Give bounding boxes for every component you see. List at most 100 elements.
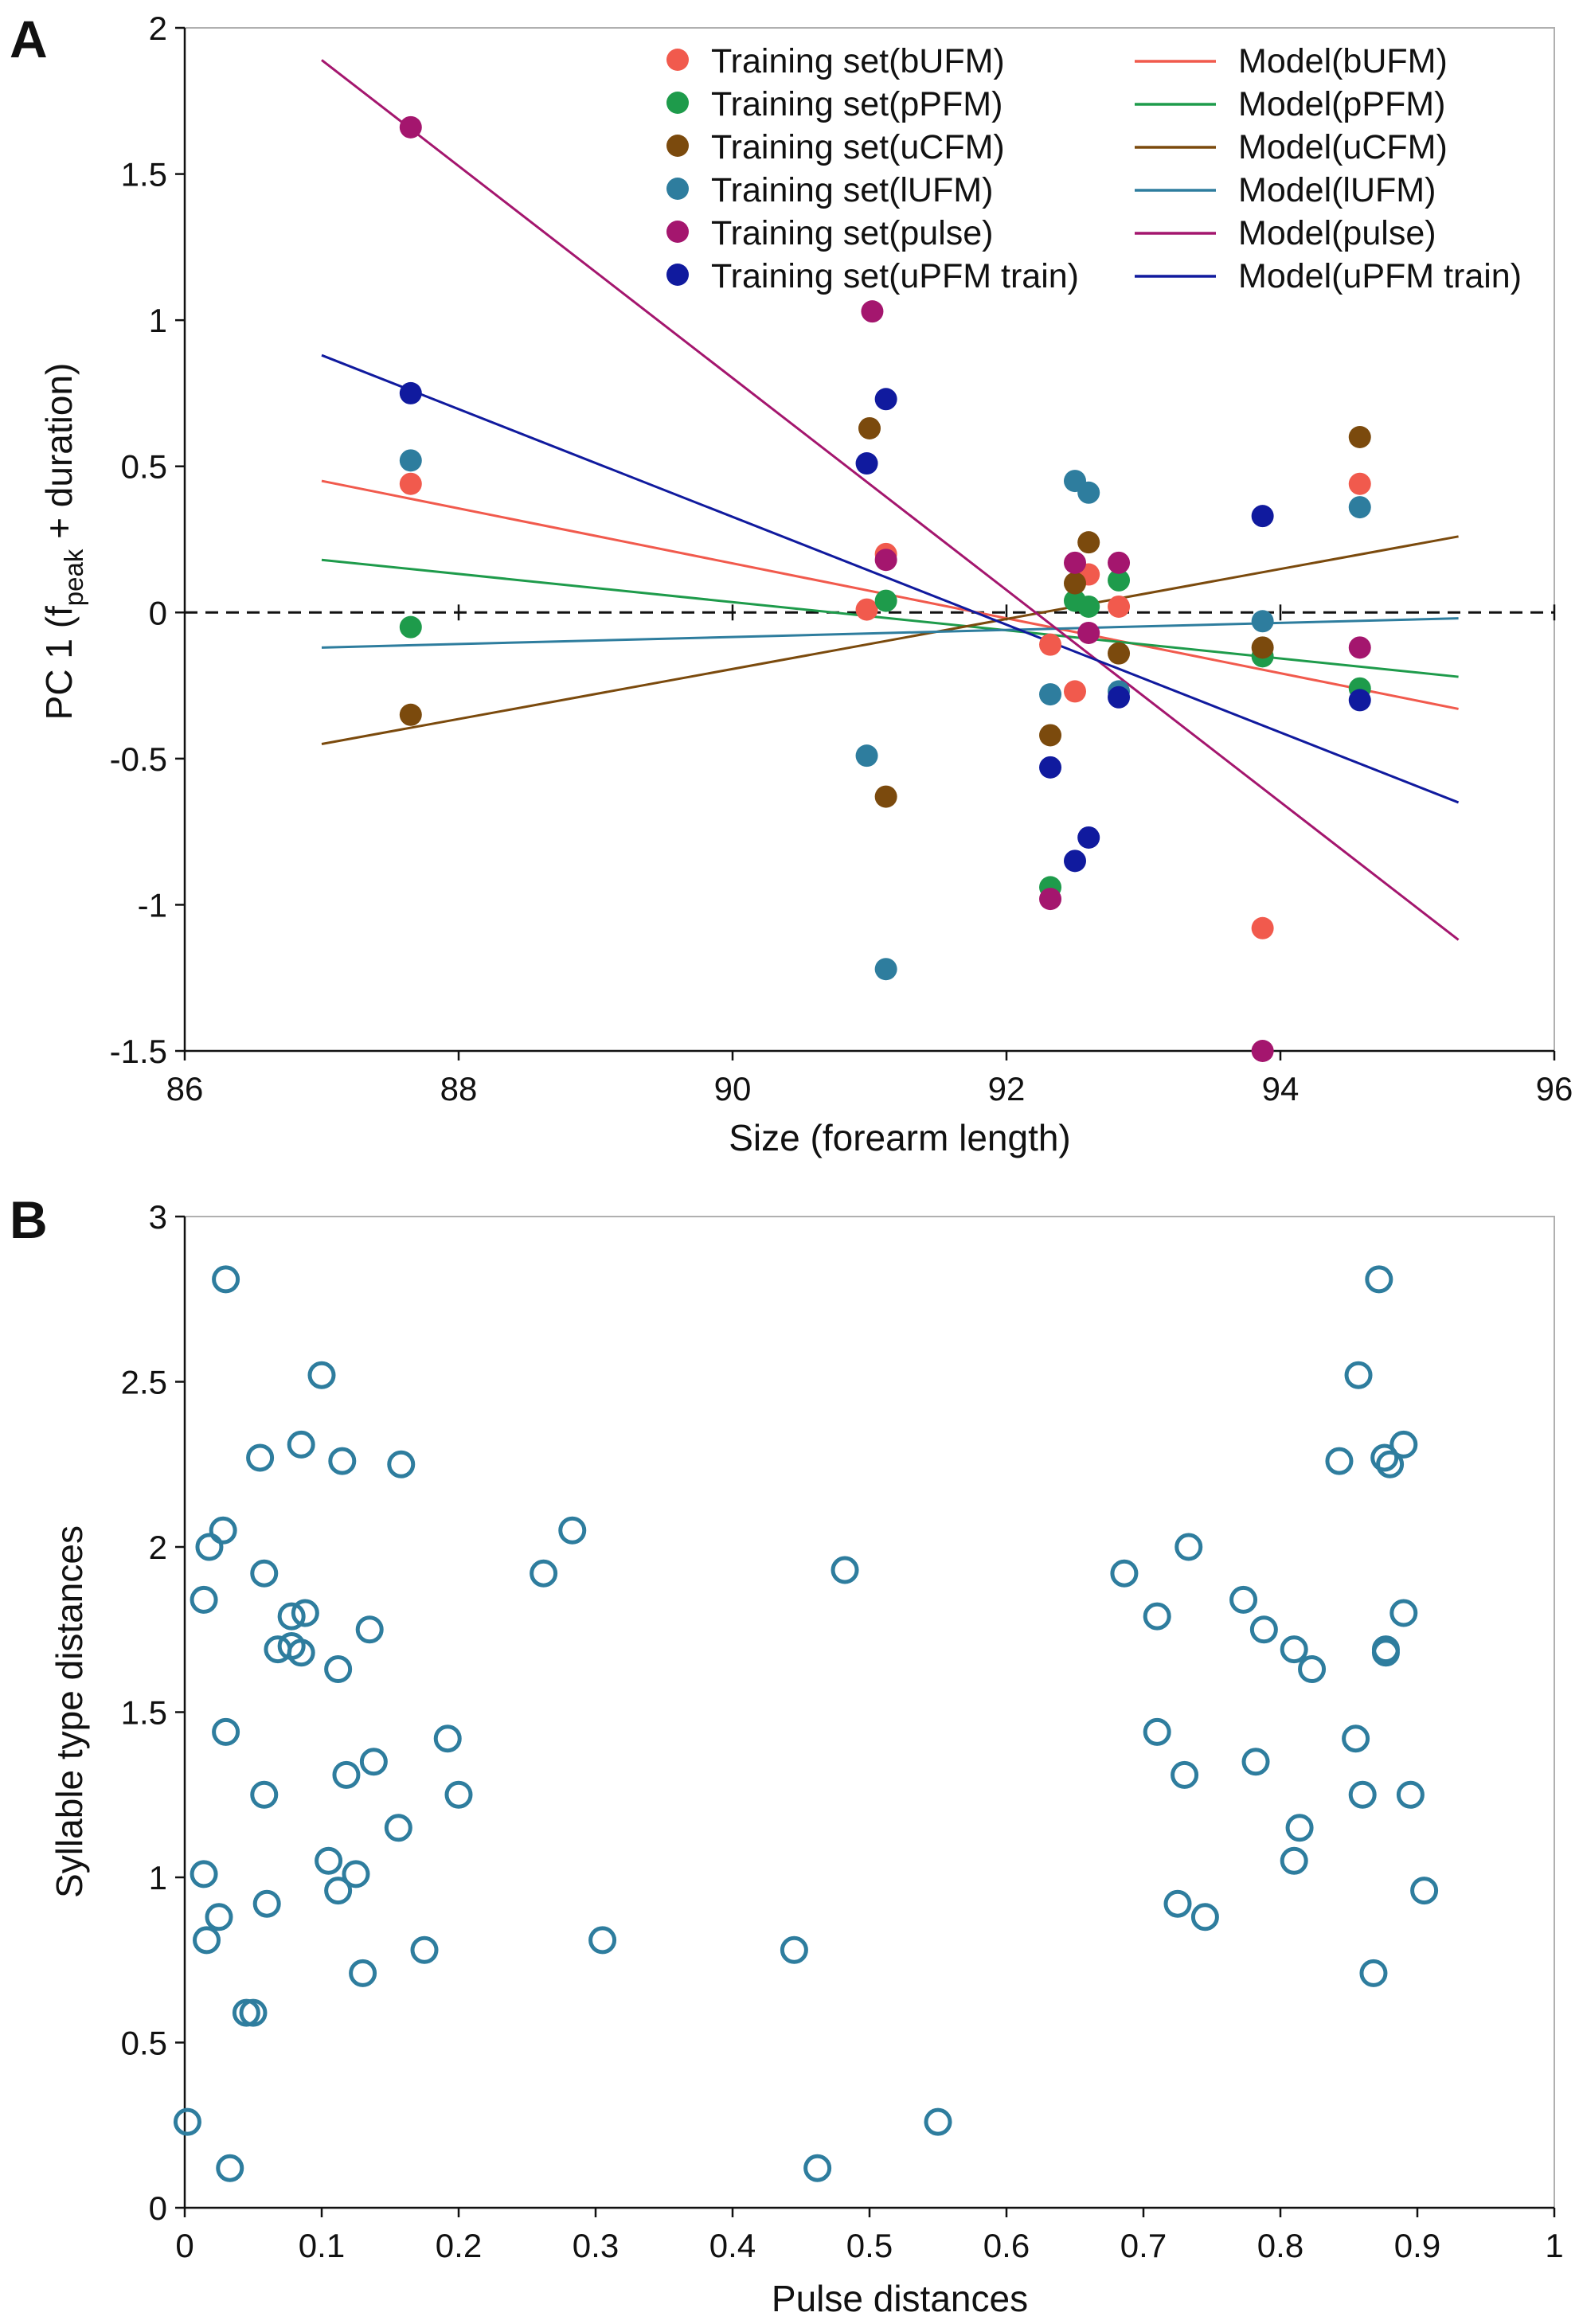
- legend-label: Training set(lUFM): [711, 171, 993, 209]
- panel-a-y-title-sub: peak: [59, 549, 88, 606]
- data-point: [924, 2107, 952, 2136]
- panel-b-y-tick-label: 3: [149, 1198, 167, 1236]
- panel-b-x-tick-label: 0.6: [983, 2227, 1030, 2264]
- data-point: [359, 1748, 388, 1776]
- data-point: [1389, 1599, 1418, 1627]
- panel-b-x-tick-label: 0.4: [709, 2227, 756, 2264]
- data-point: [530, 1559, 558, 1588]
- panel-b-x-tick-label: 0.1: [299, 2227, 345, 2264]
- panel-b-x-axis: 0 0.1 0.2 0.3 0.4 0.5 0.6 0.7 0.8 0.9 1: [175, 2206, 1564, 2264]
- model-line: [321, 353, 1460, 804]
- data-point: [1348, 1780, 1377, 1809]
- panel-b-points: [173, 1265, 1439, 2182]
- data-point: [291, 1599, 319, 1627]
- data-point: [1108, 551, 1131, 574]
- legend-marker: [666, 92, 689, 114]
- data-point: [1077, 621, 1100, 644]
- panel-a: A -1.5 -1 -0.5 0 0.5 1 1.5 2 86 88 90 92 94 96 Size …: [10, 10, 1573, 1158]
- data-point: [1077, 481, 1100, 504]
- data-point: [195, 1533, 224, 1561]
- data-point: [588, 1926, 617, 1955]
- panel-a-y-axis-title: PC 1 (fpeak + duration): [38, 363, 88, 721]
- data-point: [874, 549, 897, 572]
- data-point: [252, 1889, 281, 1918]
- panel-a-x-tick-label: 88: [440, 1070, 478, 1107]
- legend-model-label: Model(uCFM): [1238, 128, 1448, 166]
- data-point: [239, 1998, 268, 2027]
- panel-a-points: [399, 115, 1371, 1062]
- panel-a-y-tick-label: 1: [149, 302, 167, 339]
- data-point: [855, 744, 878, 768]
- data-point: [1348, 636, 1371, 659]
- data-point: [1251, 505, 1274, 528]
- data-point: [1039, 633, 1062, 656]
- panel-a-y-tick-label: 0.5: [121, 448, 167, 486]
- panel-b-x-tick-label: 1: [1545, 2227, 1563, 2264]
- data-point: [387, 1450, 416, 1478]
- legend-label: Training set(uCFM): [711, 128, 1005, 166]
- data-point: [1064, 551, 1086, 574]
- data-point: [1348, 496, 1371, 519]
- panel-b-y-tick-label: 0: [149, 2189, 167, 2227]
- legend-marker: [666, 178, 689, 200]
- data-point: [287, 1430, 315, 1459]
- data-point: [1064, 572, 1086, 595]
- data-point: [328, 1447, 357, 1475]
- data-point: [324, 1877, 353, 1905]
- data-point: [858, 416, 881, 439]
- panel-a-y-tick-label: 2: [149, 10, 167, 47]
- data-point: [250, 1780, 279, 1809]
- data-point: [855, 598, 878, 621]
- panel-a-y-tick-label: -1.5: [110, 1033, 167, 1070]
- data-point: [1077, 531, 1100, 554]
- data-point: [342, 1860, 370, 1888]
- data-point: [855, 452, 878, 475]
- data-point: [1348, 689, 1371, 712]
- data-point: [1342, 1724, 1370, 1753]
- panel-b: B 0 0.5 1 1.5 2 2.5 3 0 0.1 0.2 0.3 0.4 0.5 0.6 0.7 0.…: [10, 1190, 1564, 2319]
- data-point: [803, 2154, 832, 2182]
- panel-a-x-axis: 86 88 90 92 94 96: [166, 604, 1573, 1107]
- data-point: [315, 1846, 343, 1875]
- data-point: [324, 1655, 353, 1684]
- data-point: [1280, 1846, 1308, 1875]
- data-point: [1396, 1780, 1425, 1809]
- data-point: [190, 1585, 218, 1614]
- panel-b-x-tick-label: 0.5: [846, 2227, 893, 2264]
- data-point: [190, 1860, 218, 1888]
- panel-b-y-tick-label: 0.5: [121, 2025, 167, 2062]
- data-point: [433, 1724, 462, 1753]
- data-point: [874, 958, 897, 981]
- panel-a-x-tick-label: 96: [1536, 1070, 1573, 1107]
- data-point: [1348, 472, 1371, 495]
- panel-b-y-tick-label: 2.5: [121, 1364, 167, 1401]
- data-point: [874, 589, 897, 612]
- data-point: [874, 388, 897, 411]
- data-point: [399, 115, 422, 139]
- legend-model-label: Model(uPFM train): [1238, 257, 1522, 295]
- data-point: [1348, 426, 1371, 448]
- legend-model-label: Model(pPFM): [1238, 85, 1445, 123]
- data-point: [1251, 636, 1274, 659]
- data-point: [1389, 1430, 1418, 1459]
- data-point: [250, 1559, 279, 1588]
- panel-a-x-tick-label: 86: [166, 1070, 204, 1107]
- data-point: [1370, 1443, 1399, 1472]
- data-point: [1190, 1903, 1219, 1931]
- panel-a-x-tick-label: 94: [1262, 1070, 1300, 1107]
- data-point: [861, 300, 884, 323]
- panel-b-x-tick-label: 0: [175, 2227, 193, 2264]
- panel-a-x-axis-title: Size (forearm length): [729, 1117, 1071, 1158]
- data-point: [399, 472, 422, 495]
- data-point: [1371, 1639, 1400, 1667]
- panel-b-y-axis: 0 0.5 1 1.5 2 2.5 3: [121, 1198, 186, 2227]
- legend-marker: [666, 135, 689, 157]
- legend-marker: [666, 49, 689, 71]
- data-point: [1108, 595, 1131, 618]
- panel-a-y-title-main: PC 1 (f: [38, 606, 80, 720]
- data-point: [410, 1935, 439, 1964]
- panel-b-x-tick-label: 0.3: [573, 2227, 619, 2264]
- model-line: [321, 535, 1459, 745]
- panel-a-y-title-end: + duration): [38, 363, 80, 549]
- data-point: [1325, 1447, 1354, 1475]
